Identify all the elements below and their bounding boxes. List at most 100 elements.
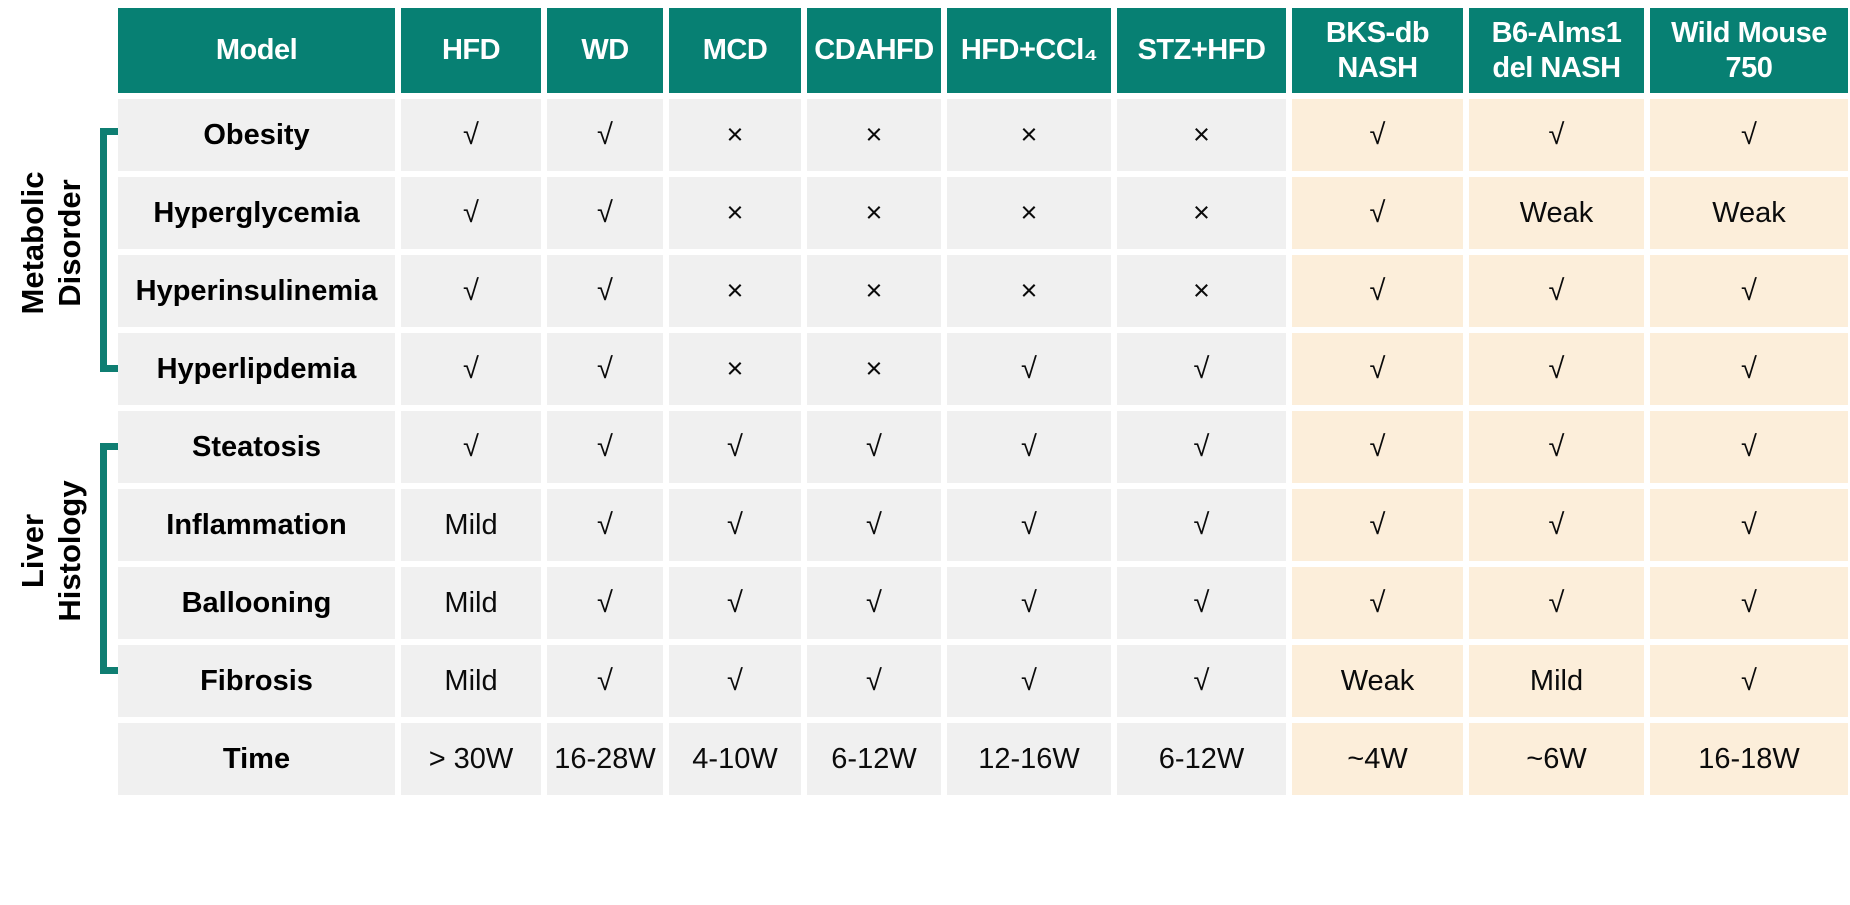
cell-r8-c6: ~4W [1292, 723, 1463, 795]
cell-r2-c0: √ [401, 255, 541, 327]
cell-r3-c2: × [669, 333, 801, 405]
cell-r5-c1: √ [547, 489, 663, 561]
cell-r6-c5: √ [1117, 567, 1286, 639]
cell-r7-c8: √ [1650, 645, 1848, 717]
column-header-1: HFD [401, 8, 541, 93]
cell-r4-c3: √ [807, 411, 941, 483]
column-header-4: CDAHFD [807, 8, 941, 93]
row-label-3: Hyperlipdemia [118, 333, 395, 405]
cell-r4-c0: √ [401, 411, 541, 483]
cell-r2-c3: × [807, 255, 941, 327]
cell-r7-c6: Weak [1292, 645, 1463, 717]
cell-r2-c5: × [1117, 255, 1286, 327]
cell-r0-c7: √ [1469, 99, 1644, 171]
cell-r2-c7: √ [1469, 255, 1644, 327]
cell-r2-c1: √ [547, 255, 663, 327]
cell-r3-c8: √ [1650, 333, 1848, 405]
column-header-0: Model [118, 8, 395, 93]
cell-r3-c5: √ [1117, 333, 1286, 405]
cell-r3-c6: √ [1292, 333, 1463, 405]
cell-r2-c8: √ [1650, 255, 1848, 327]
cell-r7-c5: √ [1117, 645, 1286, 717]
row-label-0: Obesity [118, 99, 395, 171]
cell-r6-c0: Mild [401, 567, 541, 639]
cell-r3-c4: √ [947, 333, 1111, 405]
column-header-6: STZ+HFD [1117, 8, 1286, 93]
cell-r4-c1: √ [547, 411, 663, 483]
row-label-5: Inflammation [118, 489, 395, 561]
cell-r5-c0: Mild [401, 489, 541, 561]
cell-r4-c6: √ [1292, 411, 1463, 483]
cell-r6-c4: √ [947, 567, 1111, 639]
cell-r2-c4: × [947, 255, 1111, 327]
liver-histology-bracket [100, 443, 130, 674]
cell-r8-c7: ~6W [1469, 723, 1644, 795]
cell-r5-c5: √ [1117, 489, 1286, 561]
row-label-4: Steatosis [118, 411, 395, 483]
cell-r0-c0: √ [401, 99, 541, 171]
cell-r0-c4: × [947, 99, 1111, 171]
column-header-5: HFD+CCl₄ [947, 8, 1111, 93]
cell-r6-c6: √ [1292, 567, 1463, 639]
row-label-7: Fibrosis [118, 645, 395, 717]
column-header-3: MCD [669, 8, 801, 93]
cell-r6-c2: √ [669, 567, 801, 639]
cell-r8-c2: 4-10W [669, 723, 801, 795]
column-header-2: WD [547, 8, 663, 93]
cell-r8-c8: 16-18W [1650, 723, 1848, 795]
cell-r6-c8: √ [1650, 567, 1848, 639]
cell-r0-c5: × [1117, 99, 1286, 171]
cell-r8-c1: 16-28W [547, 723, 663, 795]
row-label-1: Hyperglycemia [118, 177, 395, 249]
cell-r6-c7: √ [1469, 567, 1644, 639]
row-label-2: Hyperinsulinemia [118, 255, 395, 327]
cell-r5-c4: √ [947, 489, 1111, 561]
column-header-8: B6-Alms1 del NASH [1469, 8, 1644, 93]
cell-r0-c8: √ [1650, 99, 1848, 171]
cell-r8-c3: 6-12W [807, 723, 941, 795]
cell-r1-c4: × [947, 177, 1111, 249]
cell-r1-c0: √ [401, 177, 541, 249]
cell-r4-c5: √ [1117, 411, 1286, 483]
cell-r7-c2: √ [669, 645, 801, 717]
cell-r3-c3: × [807, 333, 941, 405]
cell-r8-c4: 12-16W [947, 723, 1111, 795]
column-header-9: Wild Mouse 750 [1650, 8, 1848, 93]
cell-r0-c2: × [669, 99, 801, 171]
cell-r6-c3: √ [807, 567, 941, 639]
cell-r3-c0: √ [401, 333, 541, 405]
cell-r4-c8: √ [1650, 411, 1848, 483]
cell-r3-c7: √ [1469, 333, 1644, 405]
cell-r4-c4: √ [947, 411, 1111, 483]
cell-r2-c6: √ [1292, 255, 1463, 327]
cell-r1-c1: √ [547, 177, 663, 249]
cell-r1-c5: × [1117, 177, 1286, 249]
cell-r7-c7: Mild [1469, 645, 1644, 717]
cell-r1-c8: Weak [1650, 177, 1848, 249]
abbreviations-footnote: HFD: High Fat Diet; WD: Western Diet; MC… [0, 822, 1850, 905]
cell-r7-c0: Mild [401, 645, 541, 717]
cell-r4-c2: √ [669, 411, 801, 483]
cell-r0-c1: √ [547, 99, 663, 171]
cell-r5-c8: √ [1650, 489, 1848, 561]
cell-r7-c4: √ [947, 645, 1111, 717]
models-comparison-table: Model HFD WD MCD CDAHFD HFD+CCl₄ STZ+HFD BKS-db… [118, 8, 1848, 795]
row-label-8: Time [118, 723, 395, 795]
cell-r1-c7: Weak [1469, 177, 1644, 249]
cell-r7-c3: √ [807, 645, 941, 717]
cell-r1-c3: × [807, 177, 941, 249]
row-label-6: Ballooning [118, 567, 395, 639]
cell-r5-c7: √ [1469, 489, 1644, 561]
cell-r8-c0: > 30W [401, 723, 541, 795]
cell-r0-c3: × [807, 99, 941, 171]
cell-r8-c5: 6-12W [1117, 723, 1286, 795]
column-header-7: BKS-db NASH [1292, 8, 1463, 93]
cell-r5-c3: √ [807, 489, 941, 561]
cell-r1-c6: √ [1292, 177, 1463, 249]
metabolic-disorder-group-label: Metabolic Disorder [15, 171, 87, 315]
metabolic-disorder-bracket [100, 128, 130, 372]
cell-r3-c1: √ [547, 333, 663, 405]
cell-r2-c2: × [669, 255, 801, 327]
cell-r4-c7: √ [1469, 411, 1644, 483]
